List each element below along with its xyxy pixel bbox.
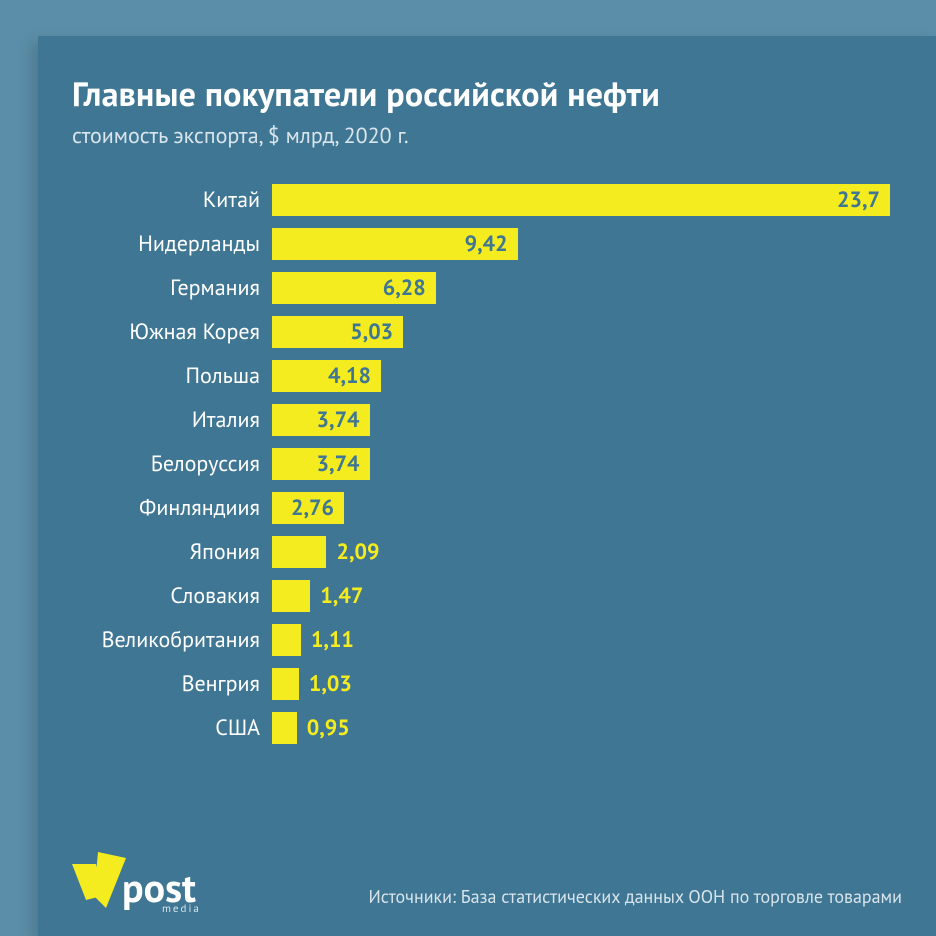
bar bbox=[272, 580, 310, 612]
bar-value: 4,18 bbox=[328, 362, 371, 390]
bar-row: Венгрия 1,03 bbox=[72, 662, 902, 706]
logo-text: post bbox=[122, 870, 201, 906]
bar-value: 2,09 bbox=[336, 538, 379, 566]
chart-subtitle: стоимость экспорта, $ млрд, 2020 г. bbox=[72, 122, 902, 150]
bar-row: Нидерланды 9,42 bbox=[72, 222, 902, 266]
bar-value: 5,03 bbox=[350, 318, 393, 346]
bar-row: Южная Корея 5,03 bbox=[72, 310, 902, 354]
bar: 4,18 bbox=[272, 360, 381, 392]
bar-area: 5,03 bbox=[272, 310, 902, 354]
bar-value: 2,76 bbox=[291, 494, 334, 522]
bar-value: 9,42 bbox=[465, 230, 508, 258]
bar-label: Венгрия bbox=[72, 670, 272, 698]
bar-row: Словакия 1,47 bbox=[72, 574, 902, 618]
source-text: Источники: База статистических данных ОО… bbox=[369, 885, 902, 908]
bar-row: Италия 3,74 bbox=[72, 398, 902, 442]
bar-area: 1,03 bbox=[272, 662, 902, 706]
bar bbox=[272, 712, 297, 744]
bar-row: Великобритания 1,11 bbox=[72, 618, 902, 662]
logo-v-icon bbox=[72, 852, 126, 916]
bar-area: 4,18 bbox=[272, 354, 902, 398]
bar-label: Финляндиия bbox=[72, 494, 272, 522]
publisher-logo: post media bbox=[72, 852, 201, 916]
bar-area: 1,11 bbox=[272, 618, 902, 662]
bar bbox=[272, 668, 299, 700]
bar-value: 1,47 bbox=[320, 582, 363, 610]
bar-label: Нидерланды bbox=[72, 230, 272, 258]
bar-area: 3,74 bbox=[272, 442, 902, 486]
bar: 2,76 bbox=[272, 492, 344, 524]
bar bbox=[272, 536, 326, 568]
bar-area: 2,76 bbox=[272, 486, 902, 530]
chart-card: Главные покупатели российской нефти стои… bbox=[38, 36, 936, 936]
bar-area: 2,09 bbox=[272, 530, 902, 574]
bar-area: 6,28 bbox=[272, 266, 902, 310]
bar-value: 1,03 bbox=[309, 670, 352, 698]
bar-chart: Китай 23,7 Нидерланды 9,42 Германия 6,28 Южная… bbox=[72, 178, 902, 750]
bar bbox=[272, 624, 301, 656]
bar-area: 3,74 bbox=[272, 398, 902, 442]
bar-label: Китай bbox=[72, 186, 272, 214]
bar-label: Белоруссия bbox=[72, 450, 272, 478]
bar-label: Германия bbox=[72, 274, 272, 302]
bar-value: 0,95 bbox=[307, 714, 350, 742]
bar-row: Германия 6,28 bbox=[72, 266, 902, 310]
bar-row: Польша 4,18 bbox=[72, 354, 902, 398]
bar-label: Южная Корея bbox=[72, 318, 272, 346]
bar-value: 23,7 bbox=[837, 186, 880, 214]
bar-label: Италия bbox=[72, 406, 272, 434]
bar-area: 1,47 bbox=[272, 574, 902, 618]
bar-value: 1,11 bbox=[311, 626, 354, 654]
bar-label: США bbox=[72, 714, 272, 742]
bar-row: Белоруссия 3,74 bbox=[72, 442, 902, 486]
chart-title: Главные покупатели российской нефти bbox=[72, 72, 902, 116]
bar: 3,74 bbox=[272, 448, 370, 480]
bar-value: 6,28 bbox=[383, 274, 426, 302]
page-background: Главные покупатели российской нефти стои… bbox=[0, 0, 936, 936]
bar-row: Япония 2,09 bbox=[72, 530, 902, 574]
bar: 3,74 bbox=[272, 404, 370, 436]
bar: 23,7 bbox=[272, 184, 890, 216]
logo-subtext: media bbox=[162, 902, 201, 916]
bar-value: 3,74 bbox=[317, 450, 360, 478]
bar-label: Словакия bbox=[72, 582, 272, 610]
bar-label: Польша bbox=[72, 362, 272, 390]
bar: 5,03 bbox=[272, 316, 403, 348]
bar-row: Финляндиия 2,76 bbox=[72, 486, 902, 530]
bar: 6,28 bbox=[272, 272, 436, 304]
bar-area: 9,42 bbox=[272, 222, 902, 266]
bar: 9,42 bbox=[272, 228, 518, 260]
bar-area: 23,7 bbox=[272, 178, 902, 222]
bar-label: Великобритания bbox=[72, 626, 272, 654]
bar-area: 0,95 bbox=[272, 706, 902, 750]
bar-row: Китай 23,7 bbox=[72, 178, 902, 222]
bar-value: 3,74 bbox=[317, 406, 360, 434]
bar-label: Япония bbox=[72, 538, 272, 566]
bar-row: США 0,95 bbox=[72, 706, 902, 750]
